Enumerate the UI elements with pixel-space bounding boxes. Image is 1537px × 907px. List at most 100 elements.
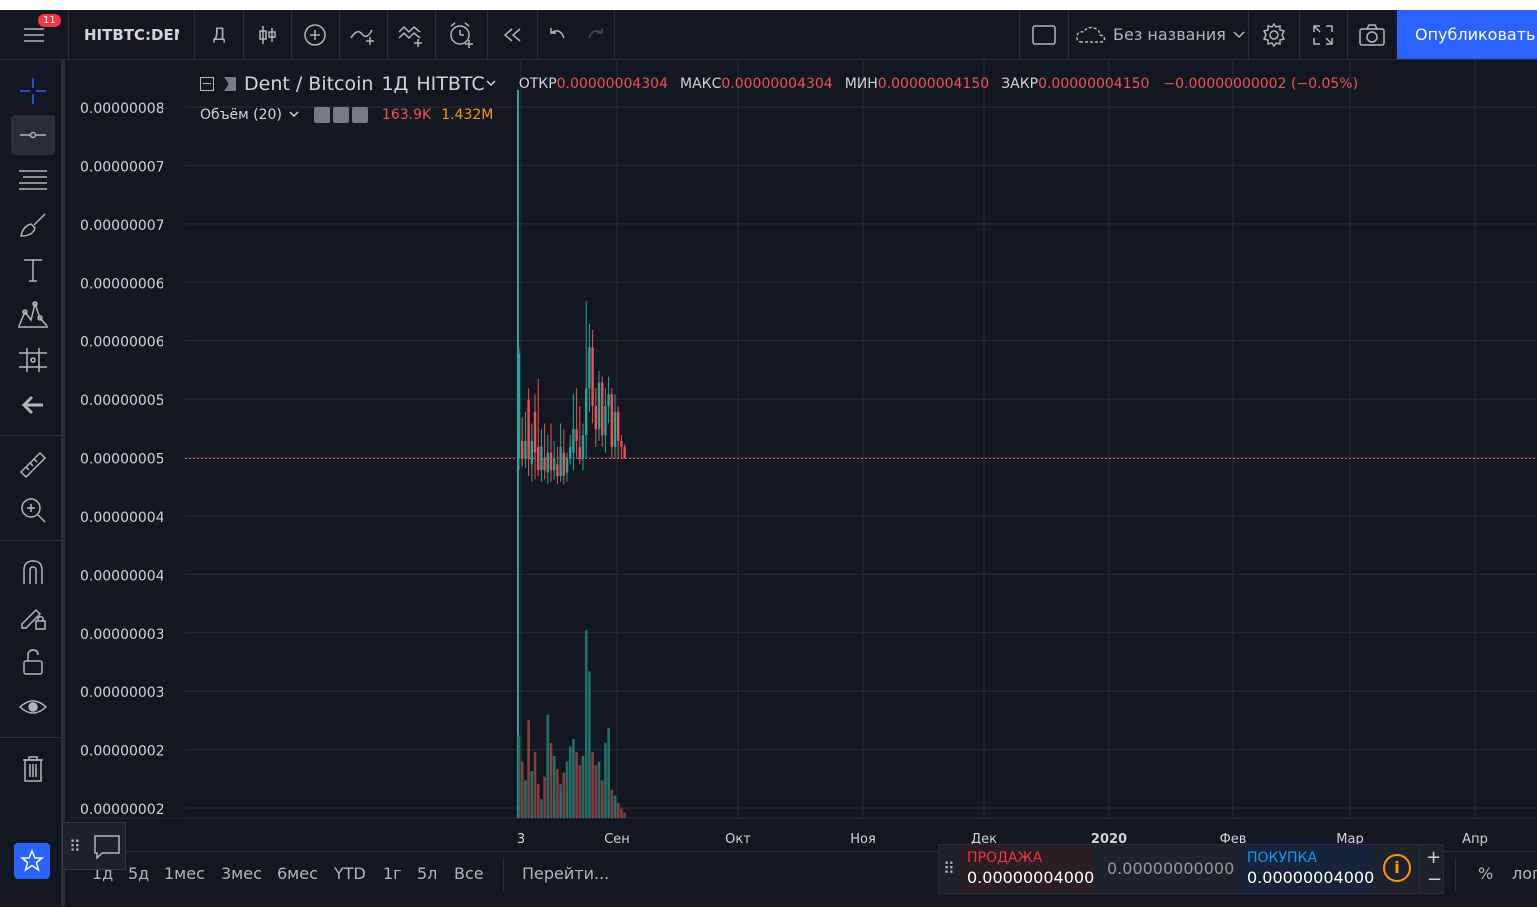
eye-icon [18,700,48,714]
visibility-tool[interactable] [11,687,55,727]
flag-icon[interactable] [224,77,236,91]
volume-bar [584,630,588,818]
candle-body [549,452,553,471]
decrease-button[interactable]: − [1427,869,1443,890]
candle-body [594,405,597,430]
candle-body [591,347,594,406]
close-icon[interactable] [351,107,368,123]
volume-bar [620,808,623,818]
range-button[interactable]: Все [454,864,484,883]
range-button[interactable]: 1г [383,864,402,883]
unlock-tool[interactable] [11,642,55,682]
log-scale-button[interactable]: лог [1512,864,1537,883]
buy-button[interactable]: ПОКУПКА 0.00000004000 [1239,845,1375,893]
publish-button[interactable]: Опубликовать [1397,10,1537,59]
trend-line-tool[interactable] [11,115,55,155]
sidebar-separator [0,540,61,541]
text-tool[interactable] [11,250,55,290]
range-button[interactable]: 5л [417,864,438,883]
chart-name-button[interactable]: Без названия [1067,10,1249,59]
buy-price: 0.00000004000 [1247,868,1375,887]
crosshair-tool[interactable] [11,71,55,111]
x-axis-label: Фев [1220,832,1247,847]
chevron-down-icon[interactable] [288,110,300,120]
collapse-icon[interactable] [200,77,214,91]
percent-scale-button[interactable]: % [1478,864,1494,883]
candle-body [613,411,617,447]
prediction-tool[interactable] [11,340,55,380]
goto-button[interactable]: Перейти... [522,864,610,883]
volume-bar [575,752,578,818]
price-chart[interactable]: 0.0000000800 0.0000000750 0.0000000700 0.00… [70,60,1537,850]
layout-button[interactable] [1019,10,1069,59]
ruler-tool[interactable] [11,445,55,485]
replay-button[interactable] [487,10,538,59]
volume-bar [591,752,594,818]
sell-button[interactable]: ПРОДАЖА 0.00000004000 [959,845,1094,893]
volume-label[interactable]: Объём (20) [200,107,282,123]
volume-value-1: 163.9K [381,107,432,123]
range-button[interactable]: YTD [334,864,366,883]
volume-bar [517,735,521,818]
delete-tool[interactable] [11,749,55,789]
chart-name-label: Без названия [1113,25,1226,44]
chat-button[interactable]: ⠿ [62,822,126,870]
drag-handle-icon[interactable]: ⠿ [69,837,81,856]
back-tool[interactable] [11,385,55,425]
close-value: 0.00000004150 [1038,76,1150,92]
zoom-tool[interactable] [11,490,55,530]
volume-bar [546,714,550,818]
chevron-down-icon[interactable] [485,79,497,89]
candle-body [569,446,572,459]
candle-body [604,405,607,436]
brush-tool[interactable] [11,205,55,245]
y-axis-label: 0.0000000350 [80,627,182,643]
drag-handle-icon[interactable]: ⠿ [943,859,955,878]
range-button[interactable]: 1мес [164,864,205,883]
notification-badge: 11 [38,14,61,27]
volume-bar [543,776,546,818]
range-button[interactable]: 5д [128,864,150,883]
lock-drawings-tool[interactable] [11,597,55,637]
lines-icon [19,170,47,190]
y-axis-label: 0.0000000500 [80,452,182,468]
gear-icon[interactable] [332,107,349,123]
settings-button[interactable] [1249,10,1300,59]
pattern-tool[interactable] [11,295,55,335]
star-icon [20,849,44,872]
gear-icon [1262,22,1286,47]
indicators-button[interactable] [339,10,388,59]
legend-interval: 1Д [381,73,409,95]
x-axis-label: Ноя [850,832,876,847]
templates-button[interactable] [387,10,436,59]
symbol-search-button[interactable]: HITBTC:DENT [68,10,195,59]
compare-button[interactable] [291,10,340,59]
magnet-tool[interactable] [11,552,55,592]
menu-button[interactable]: 11 [0,10,69,59]
eye-icon[interactable] [313,107,330,123]
buy-label: ПОКУПКА [1247,850,1318,866]
volume-bar [530,771,534,818]
candle-body [597,382,601,430]
alert-button[interactable] [435,10,488,59]
candle-body [565,458,569,473]
screenshot-button[interactable] [1347,10,1398,59]
volume-bar [616,802,620,818]
candle-body [572,429,575,453]
redo-button[interactable] [577,10,615,59]
expand-icon [1313,24,1333,45]
range-button[interactable]: 6мес [277,864,318,883]
increase-button[interactable]: + [1426,847,1442,868]
watchlist-button[interactable] [14,843,50,879]
fullscreen-button[interactable] [1299,10,1348,59]
rewind-icon [503,27,521,42]
candle-body [575,429,578,441]
interval-button[interactable]: Д [195,10,244,59]
chart-type-button[interactable] [243,10,292,59]
volume-bar [594,765,598,818]
info-icon[interactable]: i [1383,854,1411,882]
volume-bar [552,755,556,818]
undo-button[interactable] [537,10,577,59]
range-button[interactable]: 3мес [221,864,262,883]
fib-tool[interactable] [11,160,55,200]
